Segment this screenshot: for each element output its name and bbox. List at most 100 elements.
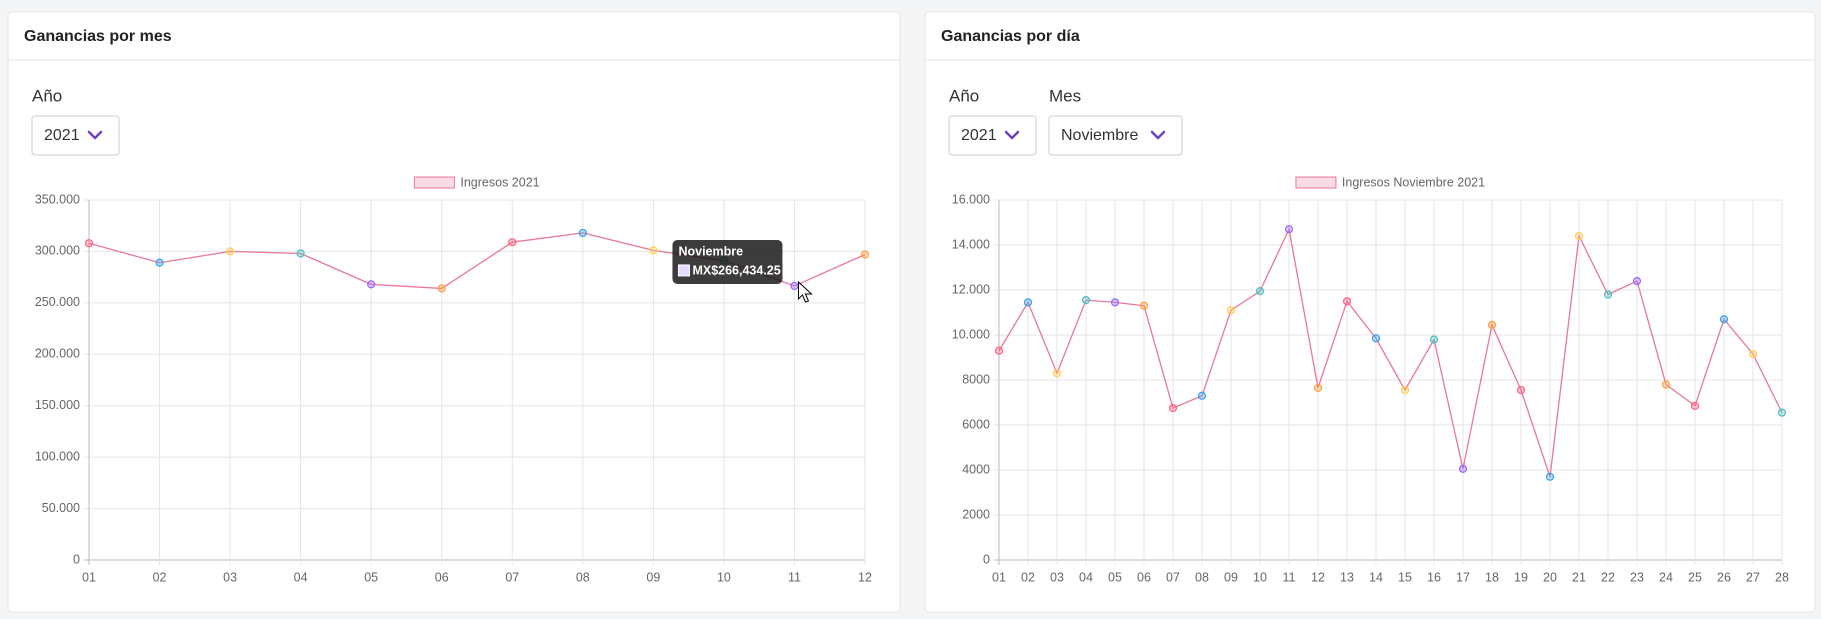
data-point[interactable]: [1284, 225, 1294, 234]
tooltip-title: Noviembre: [678, 244, 743, 258]
data-point[interactable]: [1603, 290, 1613, 299]
legend-label: Ingresos 2021: [460, 175, 539, 189]
y-tick-label: 350.000: [35, 192, 80, 206]
data-point[interactable]: [994, 346, 1004, 355]
select-box[interactable]: [948, 115, 1037, 156]
legend-swatch: [1295, 176, 1337, 189]
data-point[interactable]: [1139, 301, 1149, 310]
x-tick-label: 26: [1717, 570, 1731, 584]
select-box[interactable]: [1048, 115, 1183, 156]
data-point[interactable]: [1226, 306, 1236, 315]
data-point[interactable]: [1400, 386, 1410, 395]
x-tick-label: 08: [576, 570, 590, 584]
data-point[interactable]: [508, 238, 517, 247]
data-point[interactable]: [437, 284, 446, 293]
x-tick-label: 28: [1775, 570, 1789, 584]
data-point[interactable]: [578, 228, 587, 238]
y-tick-label: 8000: [962, 372, 990, 386]
data-point[interactable]: [1023, 298, 1033, 307]
x-tick-label: 23: [1630, 570, 1644, 584]
x-tick-label: 06: [1137, 570, 1151, 584]
x-tick-label: 07: [505, 570, 519, 584]
data-point[interactable]: [1429, 335, 1439, 344]
x-tick-label: 02: [1021, 570, 1035, 584]
panel: [7, 11, 901, 613]
x-tick-label: 03: [1050, 570, 1064, 584]
select-value: 2021: [44, 127, 80, 144]
x-tick-label: 03: [223, 570, 237, 584]
y-tick-label: 50.000: [42, 501, 80, 515]
x-tick-label: 06: [435, 570, 449, 584]
x-tick-label: 19: [1514, 570, 1528, 584]
data-point[interactable]: [1052, 369, 1062, 378]
x-tick-label: 01: [992, 570, 1006, 584]
y-tick-label: 150.000: [35, 398, 80, 412]
data-point[interactable]: [1632, 276, 1642, 286]
data-point[interactable]: [84, 239, 94, 248]
y-tick-label: 16.000: [952, 192, 990, 206]
x-tick-label: 04: [1079, 570, 1093, 584]
panel: [924, 11, 1816, 613]
y-tick-label: 200.000: [35, 347, 80, 361]
x-tick-label: 22: [1601, 570, 1615, 584]
data-point[interactable]: [1168, 404, 1178, 413]
data-point[interactable]: [1719, 315, 1729, 324]
x-tick-label: 12: [858, 570, 872, 584]
data-point[interactable]: [1371, 334, 1381, 343]
select-chevron: [1004, 130, 1020, 140]
x-tick-label: 12: [1311, 570, 1325, 584]
data-point[interactable]: [1342, 297, 1352, 306]
data-point[interactable]: [1255, 287, 1265, 296]
data-point[interactable]: [649, 246, 658, 255]
data-point[interactable]: [1661, 380, 1671, 389]
data-point[interactable]: [790, 281, 799, 291]
data-point[interactable]: [1690, 401, 1700, 410]
x-tick-label: 05: [364, 570, 378, 584]
data-point[interactable]: [367, 280, 376, 289]
x-tick-label: 10: [717, 570, 731, 584]
tooltip-swatch: [677, 264, 690, 277]
x-tick-label: 07: [1166, 570, 1180, 584]
data-point[interactable]: [1574, 231, 1584, 241]
y-tick-label: 0: [983, 552, 990, 566]
data-point[interactable]: [1197, 391, 1207, 400]
x-tick-label: 13: [1340, 570, 1354, 584]
y-tick-label: 0: [73, 552, 80, 566]
x-tick-label: 17: [1456, 570, 1470, 584]
data-point[interactable]: [1748, 350, 1758, 359]
select-box[interactable]: [31, 115, 120, 156]
legend-label: Ingresos Noviembre 2021: [1342, 175, 1485, 189]
y-tick-label: 6000: [962, 417, 990, 431]
data-point[interactable]: [1458, 464, 1468, 473]
x-tick-label: 09: [1224, 570, 1238, 584]
y-tick-label: 4000: [962, 462, 990, 476]
x-tick-label: 05: [1108, 570, 1122, 584]
data-point[interactable]: [860, 250, 870, 259]
data-point[interactable]: [296, 249, 305, 258]
x-tick-label: 27: [1746, 570, 1760, 584]
panel-title: Ganancias por mes: [24, 28, 172, 45]
panel-title: Ganancias por día: [941, 28, 1080, 45]
data-point[interactable]: [1777, 408, 1787, 417]
data-point[interactable]: [1081, 296, 1091, 305]
data-point[interactable]: [225, 247, 235, 256]
x-tick-label: 14: [1369, 570, 1383, 584]
y-tick-label: 300.000: [35, 244, 80, 258]
x-tick-label: 16: [1427, 570, 1441, 584]
select-value: Noviembre: [1061, 127, 1138, 144]
x-tick-label: 11: [788, 570, 801, 584]
filter-label: Año: [32, 86, 62, 105]
data-point[interactable]: [1313, 383, 1323, 392]
data-point[interactable]: [1516, 386, 1526, 395]
data-point[interactable]: [155, 258, 164, 267]
y-tick-label: 100.000: [35, 449, 80, 463]
data-point[interactable]: [1110, 298, 1120, 307]
y-tick-label: 250.000: [35, 295, 80, 309]
cursor: [797, 280, 813, 303]
filter-label: Mes: [1049, 86, 1081, 105]
y-tick-label: 10.000: [952, 327, 990, 341]
x-tick-label: 15: [1398, 570, 1412, 584]
data-point[interactable]: [1487, 320, 1497, 329]
data-point[interactable]: [1545, 472, 1555, 481]
